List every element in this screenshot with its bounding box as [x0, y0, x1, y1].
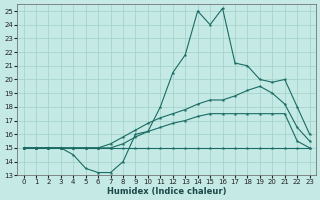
X-axis label: Humidex (Indice chaleur): Humidex (Indice chaleur) — [107, 187, 226, 196]
